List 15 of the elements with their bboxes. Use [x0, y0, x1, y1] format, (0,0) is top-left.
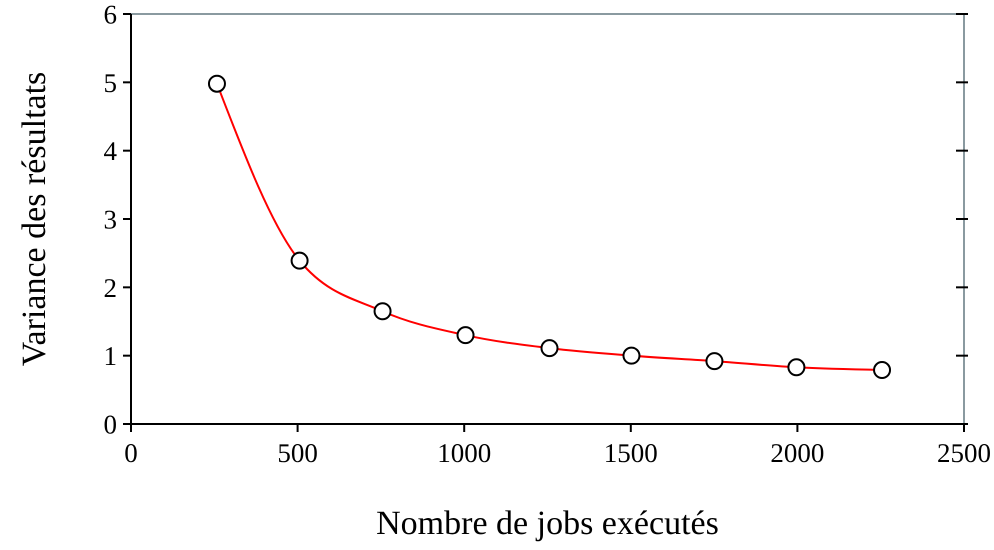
x-tick-label: 500: [277, 438, 318, 468]
x-tick-label: 2000: [770, 438, 824, 468]
x-tick-label: 1500: [604, 438, 658, 468]
y-tick-label: 5: [104, 68, 117, 98]
y-tick-label: 4: [104, 136, 118, 166]
y-tick-label: 6: [104, 0, 117, 30]
y-axis-title: Variance des résultats: [16, 72, 53, 366]
x-tick-label: 0: [124, 438, 138, 468]
y-tick-label: 0: [104, 409, 117, 440]
y-tick-label: 1: [104, 341, 117, 372]
y-tick-label: 2: [104, 272, 117, 303]
x-axis-title: Nombre de jobs exécutés: [376, 505, 719, 542]
y-tick-label: 3: [104, 204, 117, 234]
x-tick-label: 2500: [937, 438, 991, 468]
x-tick-label: 1000: [437, 438, 492, 468]
